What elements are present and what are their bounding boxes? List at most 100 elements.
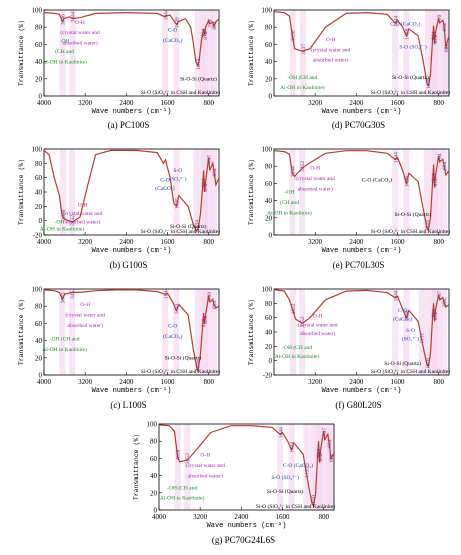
x-tick-label: 3200 — [308, 378, 323, 386]
peak-band — [299, 10, 306, 96]
peak-label: 1431 — [174, 303, 180, 314]
band-annotation: Al-OH in Kaolinite) — [42, 58, 87, 65]
peak-label: 694 — [442, 298, 448, 307]
x-axis-label: Wave numbers (cm⁻¹) — [322, 387, 402, 395]
band-annotation: -OH — [285, 190, 295, 196]
y-tick-label: 100 — [262, 146, 273, 154]
peak-band — [424, 289, 431, 375]
peak-band — [392, 10, 399, 96]
peak-band — [435, 10, 442, 96]
peak-label: 1016 — [196, 360, 202, 371]
peak-label: 3644 — [290, 166, 296, 177]
band-annotation: S-O — [173, 168, 182, 174]
peak-label: 799 — [207, 292, 213, 301]
peak-label: 1131 — [420, 333, 426, 344]
peak-band — [320, 424, 327, 510]
x-tick-label: 2400 — [349, 378, 364, 386]
band-annotation: Al-OH in Kaolinite) — [160, 495, 205, 502]
y-axis-label: Transmittance (%) — [18, 299, 25, 365]
y-tick-label: 80 — [150, 438, 158, 446]
peak-label: 797 — [437, 291, 443, 300]
peak-band — [162, 10, 169, 96]
peak-label: 1644 — [393, 15, 399, 26]
band-annotation: Si-O-Si (Quartz) — [392, 74, 429, 81]
y-axis-label: Transmittance (%) — [133, 434, 140, 500]
peak-label: 3643 — [60, 292, 66, 303]
band-annotation: Si-O-Si (Quartz) — [384, 360, 421, 367]
peak-band — [403, 149, 410, 235]
x-tick-label: 2400 — [349, 99, 364, 107]
plot-frame — [273, 148, 450, 236]
y-tick-label: 100 — [147, 421, 158, 429]
band-annotation: (crystal water and — [311, 46, 351, 53]
peak-band — [436, 149, 443, 235]
peak-label: 914 — [431, 309, 437, 318]
peak-band — [423, 149, 430, 235]
plot-frame — [43, 9, 220, 97]
peak-band — [174, 424, 181, 510]
band-annotation: O-H — [310, 166, 320, 172]
y-tick-label: 80 — [265, 300, 273, 308]
peak-band — [211, 10, 218, 96]
peak-label: 872 — [433, 312, 439, 321]
band-annotation: absorbed water) — [298, 185, 333, 192]
band-annotation: Si-O-Si (Quartz) — [395, 211, 432, 218]
peak-band — [69, 10, 76, 96]
peak-band — [184, 424, 191, 510]
peak-band — [289, 289, 296, 375]
chart-panel: 0 20 40 60 80 100 4000 3200 2400 1600 800 Wave numb… — [18, 286, 220, 411]
band-annotation: (crystal water and — [295, 175, 335, 182]
peak-band — [59, 10, 66, 96]
peak-label: 1644 — [163, 288, 169, 299]
y-tick-label: -20 — [263, 372, 273, 380]
y-tick-label: 0 — [269, 93, 273, 101]
peak-band — [289, 10, 296, 96]
band-annotation: C-O (CaCO₃) — [283, 462, 313, 469]
panel-caption: (c) L100S — [110, 400, 146, 410]
panel-caption: (f) G80L20S — [335, 400, 381, 410]
x-tick-label: 1600 — [161, 378, 176, 386]
peak-label: 1425 — [175, 198, 181, 209]
band-annotation: S-O (SO₄²⁻) — [399, 44, 427, 51]
band-annotation: (SO₄²⁻) — [402, 336, 419, 343]
y-tick-label: 80 — [265, 24, 273, 32]
peak-band — [69, 289, 76, 375]
peak-band — [202, 10, 208, 96]
peak-label: 3452 — [300, 316, 306, 327]
x-tick-label: 4000 — [37, 238, 52, 246]
peak-band — [442, 10, 449, 96]
x-axis-label: Wave numbers (cm⁻¹) — [322, 108, 402, 116]
band-annotation: C-O — [168, 324, 178, 330]
peak-label: 1135 — [304, 467, 310, 478]
peak-label: 1428 — [404, 310, 410, 321]
peak-band — [303, 424, 310, 510]
band-annotation: absorbed water) — [68, 322, 103, 329]
peak-label: 797 — [207, 155, 213, 164]
y-axis-label: Transmittance (%) — [248, 299, 255, 365]
peak-label: 1644 — [278, 427, 284, 438]
peak-label: 661 — [444, 44, 450, 53]
x-axis-label: Wave numbers (cm⁻¹) — [92, 387, 172, 395]
y-tick-label: 40 — [265, 197, 273, 205]
x-tick-label: 800 — [433, 378, 444, 386]
peak-label: 872 — [203, 183, 209, 192]
peak-band — [403, 10, 410, 96]
band-annotation: absorbed water) — [188, 472, 223, 479]
x-tick-label: 1600 — [161, 238, 176, 246]
y-tick-label: 80 — [35, 160, 43, 168]
y-axis-label: Transmittance (%) — [248, 159, 255, 225]
band-annotation: Si-O-Si (Quartz) — [267, 488, 304, 495]
y-tick-label: 60 — [265, 314, 273, 322]
chart-panel: 0 20 40 60 80 100 3200 2400 1600 800 Wave numbers … — [248, 146, 450, 271]
peak-band — [424, 10, 431, 96]
spectrum-line — [43, 11, 220, 68]
peak-label: 914 — [201, 319, 207, 328]
y-tick-label: 60 — [35, 174, 43, 182]
x-tick-label: 2400 — [119, 378, 134, 386]
peak-label: 3632 — [291, 303, 297, 314]
y-tick-label: 100 — [32, 146, 43, 154]
band-annotation: Al-OH in Kaolinite) — [42, 346, 87, 353]
peak-band — [206, 10, 213, 96]
y-tick-label: 20 — [150, 489, 158, 497]
peak-label: 3452 — [70, 288, 76, 299]
